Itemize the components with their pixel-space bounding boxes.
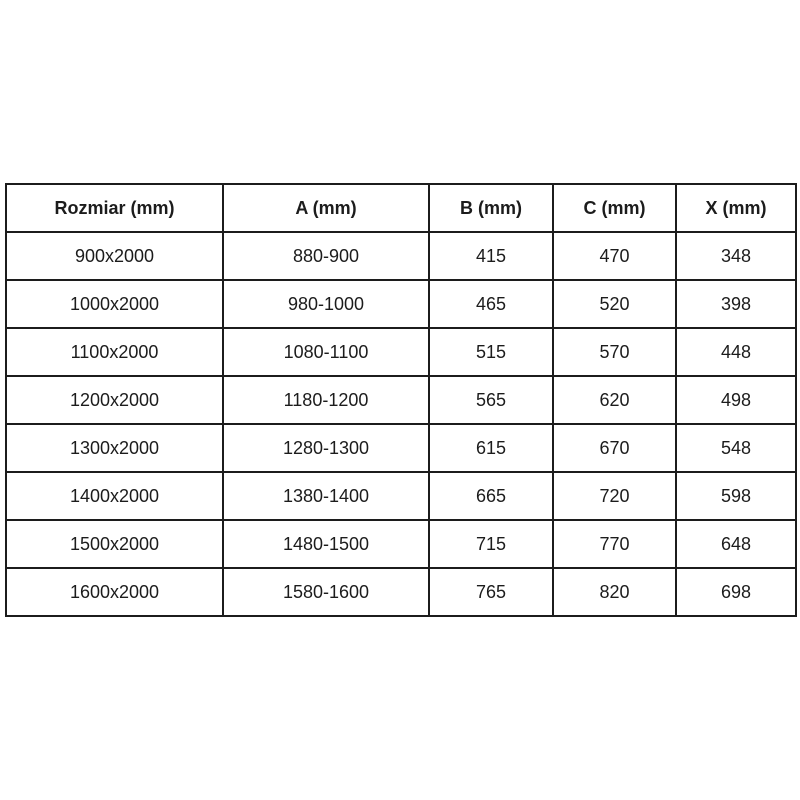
table-row: 1600x2000 1580-1600 765 820 698 xyxy=(5,567,797,617)
column-header: C (mm) xyxy=(552,183,677,233)
table-cell: 1280-1300 xyxy=(222,423,430,473)
table-cell: 1400x2000 xyxy=(5,471,224,521)
table-cell: 515 xyxy=(428,327,554,377)
table-row: 900x2000 880-900 415 470 348 xyxy=(5,231,797,281)
table-cell: 565 xyxy=(428,375,554,425)
table-cell: 398 xyxy=(675,279,797,329)
table-row: 1400x2000 1380-1400 665 720 598 xyxy=(5,471,797,521)
column-header: Rozmiar (mm) xyxy=(5,183,224,233)
table-cell: 598 xyxy=(675,471,797,521)
table-cell: 548 xyxy=(675,423,797,473)
table-cell: 1500x2000 xyxy=(5,519,224,569)
table-cell: 1180-1200 xyxy=(222,375,430,425)
table-cell: 470 xyxy=(552,231,677,281)
table-cell: 498 xyxy=(675,375,797,425)
table-cell: 348 xyxy=(675,231,797,281)
table-cell: 1380-1400 xyxy=(222,471,430,521)
table-cell: 448 xyxy=(675,327,797,377)
table-cell: 1200x2000 xyxy=(5,375,224,425)
table-cell: 980-1000 xyxy=(222,279,430,329)
table-cell: 1600x2000 xyxy=(5,567,224,617)
table-cell: 1100x2000 xyxy=(5,327,224,377)
table-cell: 900x2000 xyxy=(5,231,224,281)
table-cell: 720 xyxy=(552,471,677,521)
table-row: 1200x2000 1180-1200 565 620 498 xyxy=(5,375,797,425)
table-row: 1100x2000 1080-1100 515 570 448 xyxy=(5,327,797,377)
size-spec-table: Rozmiar (mm) A (mm) B (mm) C (mm) X (mm) 900… xyxy=(5,183,797,617)
column-header: A (mm) xyxy=(222,183,430,233)
table-cell: 1580-1600 xyxy=(222,567,430,617)
table-cell: 465 xyxy=(428,279,554,329)
table-cell: 570 xyxy=(552,327,677,377)
table-cell: 520 xyxy=(552,279,677,329)
table-cell: 1080-1100 xyxy=(222,327,430,377)
table-cell: 1300x2000 xyxy=(5,423,224,473)
table-cell: 648 xyxy=(675,519,797,569)
table-cell: 415 xyxy=(428,231,554,281)
table-cell: 1480-1500 xyxy=(222,519,430,569)
table-body: 900x2000 880-900 415 470 348 1000x2000 980-100… xyxy=(5,231,797,617)
table-row: 1500x2000 1480-1500 715 770 648 xyxy=(5,519,797,569)
table-cell: 820 xyxy=(552,567,677,617)
table-cell: 665 xyxy=(428,471,554,521)
table-cell: 1000x2000 xyxy=(5,279,224,329)
column-header: B (mm) xyxy=(428,183,554,233)
table-row: 1300x2000 1280-1300 615 670 548 xyxy=(5,423,797,473)
table-cell: 615 xyxy=(428,423,554,473)
table-cell: 880-900 xyxy=(222,231,430,281)
table-cell: 765 xyxy=(428,567,554,617)
table-cell: 620 xyxy=(552,375,677,425)
table-cell: 715 xyxy=(428,519,554,569)
table-cell: 698 xyxy=(675,567,797,617)
table-row: 1000x2000 980-1000 465 520 398 xyxy=(5,279,797,329)
table-cell: 770 xyxy=(552,519,677,569)
table-cell: 670 xyxy=(552,423,677,473)
header-row: Rozmiar (mm) A (mm) B (mm) C (mm) X (mm) xyxy=(5,183,797,233)
column-header: X (mm) xyxy=(675,183,797,233)
